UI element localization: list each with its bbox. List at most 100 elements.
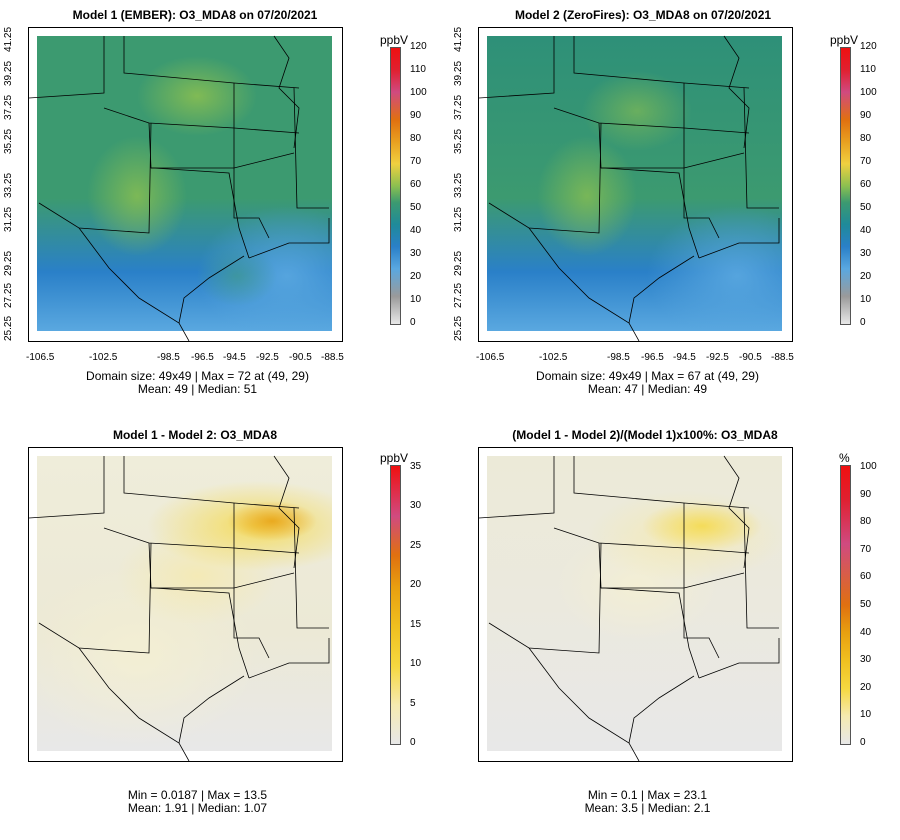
scale-label: 90 [410, 110, 422, 121]
scale-label: 10 [860, 709, 872, 720]
y-tick-label: 25.25 [453, 315, 465, 342]
x-tick-label: -102.5 [539, 352, 568, 363]
x-tick-label: -102.5 [89, 352, 118, 363]
y-tick-label: 37.25 [3, 94, 15, 121]
stats-line-1: Domain size: 49x49 | Max = 72 at (49, 29… [86, 369, 309, 383]
scale-label: 30 [410, 248, 422, 259]
x-tick-label: -90.5 [289, 352, 312, 363]
stats-line-2: Mean: 3.5 | Median: 2.1 [584, 801, 711, 815]
scale-label: 40 [860, 225, 872, 236]
legend-unit: ppbV [830, 33, 859, 47]
map-fill-model1 [37, 36, 332, 331]
y-tick-label: 35.25 [3, 128, 15, 155]
scale-label: 70 [410, 156, 422, 167]
scale-label: 5 [410, 698, 416, 709]
stats-line-1: Domain size: 49x49 | Max = 67 at (49, 29… [536, 369, 759, 383]
y-tick-label: 31.25 [453, 206, 465, 233]
scale-label: 30 [860, 654, 872, 665]
scale-label: 80 [860, 516, 872, 527]
x-tick-label: -98.5 [157, 352, 180, 363]
panel-model2: Model 2 (ZeroFires): O3_MDA8 on 07/20/20… [450, 0, 900, 420]
map-fill-difference [37, 456, 332, 751]
scale-label: 60 [410, 179, 422, 190]
x-tick-label: -96.5 [641, 352, 664, 363]
x-tick-label: -106.5 [476, 352, 505, 363]
panel-percent-difference: (Model 1 - Model 2)/(Model 1)x100%: O3_M… [450, 420, 900, 840]
scale-label: 10 [410, 658, 422, 669]
map-fill-percent-difference [487, 456, 782, 751]
panel-title: Model 1 (EMBER): O3_MDA8 on 07/20/2021 [72, 8, 318, 22]
x-tick-label: -92.5 [256, 352, 279, 363]
stats-line-1: Min = 0.0187 | Max = 13.5 [127, 788, 268, 802]
x-tick-label: -98.5 [607, 352, 630, 363]
scale-label: 90 [860, 489, 872, 500]
scale-label: 50 [410, 202, 422, 213]
y-tick-label: 41.25 [453, 26, 465, 53]
x-tick-label: -92.5 [706, 352, 729, 363]
x-tick-label: -90.5 [739, 352, 762, 363]
state-borders [479, 455, 780, 761]
scale-label: 0 [410, 737, 416, 748]
y-tick-label: 27.25 [453, 282, 465, 309]
scale-label: 60 [860, 179, 872, 190]
scale-label: 30 [860, 248, 872, 259]
x-tick-label: -88.5 [321, 352, 344, 363]
scale-label: 50 [860, 202, 872, 213]
scale-label: 100 [410, 87, 427, 98]
y-tick-label: 29.25 [3, 250, 15, 277]
scale-label: 10 [860, 294, 872, 305]
scale-label: 120 [410, 41, 427, 52]
scale-label: 70 [860, 544, 872, 555]
map-frame [478, 27, 793, 342]
panel-title: Model 2 (ZeroFires): O3_MDA8 on 07/20/20… [514, 8, 772, 22]
color-bar [390, 465, 401, 745]
legend-unit: ppbV [380, 33, 409, 47]
y-tick-label: 33.25 [3, 172, 15, 199]
stats-line-2: Mean: 47 | Median: 49 [587, 382, 708, 396]
y-tick-label: 31.25 [3, 206, 15, 233]
y-tick-label: 33.25 [453, 172, 465, 199]
scale-label: 20 [410, 271, 422, 282]
scale-label: 0 [410, 317, 416, 328]
y-tick-label: 39.25 [3, 60, 15, 87]
map-frame [28, 447, 343, 762]
x-tick-label: -94.5 [673, 352, 696, 363]
x-tick-label: -106.5 [26, 352, 55, 363]
scale-label: 110 [410, 64, 426, 75]
scale-label: 40 [410, 225, 422, 236]
y-tick-label: 39.25 [453, 60, 465, 87]
scale-label: 20 [860, 271, 872, 282]
legend-unit: ppbV [380, 451, 409, 465]
map-frame [478, 447, 793, 762]
stats-line-2: Mean: 1.91 | Median: 1.07 [127, 801, 268, 815]
scale-label: 10 [410, 294, 422, 305]
scale-label: 25 [410, 540, 422, 551]
scale-label: 20 [860, 682, 872, 693]
scale-label: 15 [410, 619, 422, 630]
scale-label: 90 [860, 110, 872, 121]
scale-label: 60 [860, 571, 872, 582]
scale-label: 50 [860, 599, 872, 610]
scale-label: 120 [860, 41, 877, 52]
state-borders [29, 35, 330, 341]
scale-label: 40 [860, 627, 872, 638]
x-tick-label: -94.5 [223, 352, 246, 363]
scale-label: 80 [860, 133, 872, 144]
scale-label: 70 [860, 156, 872, 167]
panel-title: (Model 1 - Model 2)/(Model 1)x100%: O3_M… [512, 428, 778, 442]
y-tick-label: 35.25 [453, 128, 465, 155]
color-bar [840, 47, 851, 325]
y-tick-label: 29.25 [453, 250, 465, 277]
scale-label: 20 [410, 579, 422, 590]
x-tick-label: -88.5 [771, 352, 794, 363]
scale-label: 0 [860, 737, 866, 748]
x-tick-label: -96.5 [191, 352, 214, 363]
state-borders [479, 35, 780, 341]
y-tick-label: 37.25 [453, 94, 465, 121]
scale-label: 100 [860, 87, 877, 98]
scale-label: 80 [410, 133, 422, 144]
panel-difference: Model 1 - Model 2: O3_MDA8 ppbV 35 30 [0, 420, 450, 840]
map-frame [28, 27, 343, 342]
color-bar [390, 47, 401, 325]
panel-model1: Model 1 (EMBER): O3_MDA8 on 07/20/2021 4… [0, 0, 450, 420]
